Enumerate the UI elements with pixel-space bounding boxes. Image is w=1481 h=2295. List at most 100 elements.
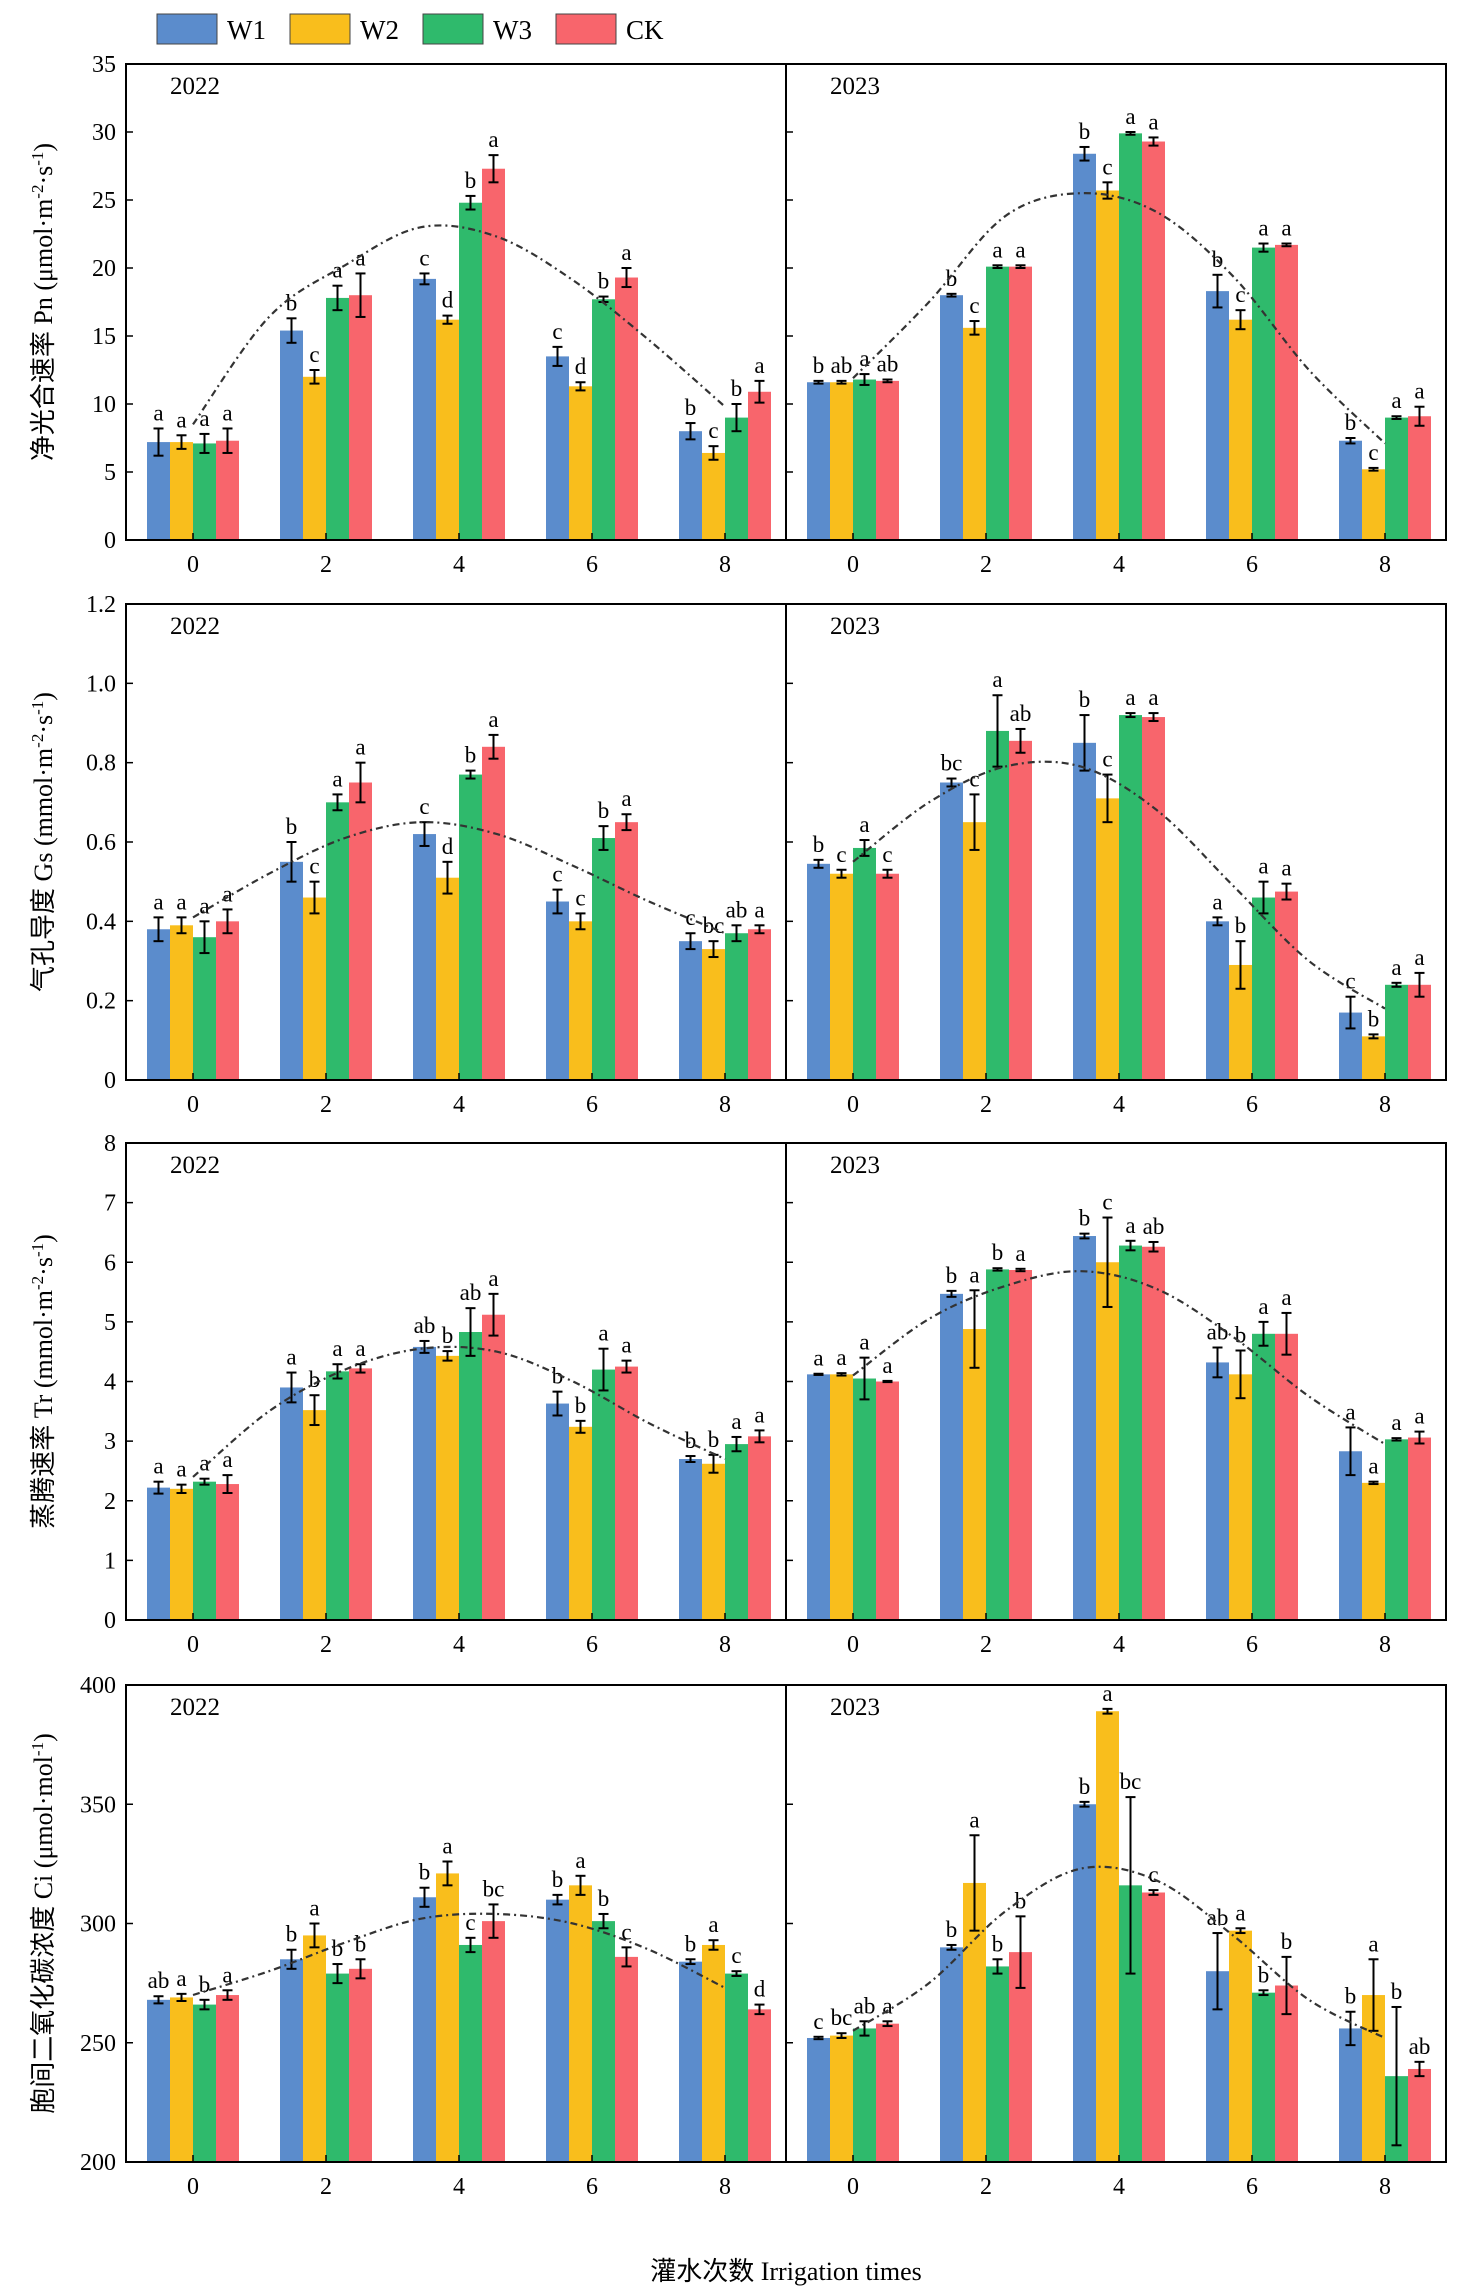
bar-ck [1275,244,1298,540]
bar-w1 [1206,291,1229,540]
bar-w2 [963,1329,986,1620]
bar-ck [349,1368,372,1620]
significance-letter: c [1368,440,1378,465]
significance-letter: a [442,1833,452,1858]
bar-w1 [940,1293,963,1620]
significance-letter: b [1281,1929,1293,1954]
bar-w3 [1119,133,1142,541]
bar-w2 [1362,1995,1385,2162]
significance-letter: a [1015,1241,1025,1266]
significance-letter: ab [877,352,899,377]
bar-w1 [546,1403,569,1620]
bar-w3 [1119,1885,1142,2162]
y-tick-label: 1 [104,1548,116,1574]
significance-letter: a [1148,109,1158,134]
significance-letter: a [1414,945,1424,970]
significance-letter: a [222,1962,232,1987]
y-tick-label: 20 [92,256,116,282]
x-tick-label: 4 [453,2174,465,2200]
bar-w2 [569,386,592,540]
significance-letter: b [1079,1206,1091,1231]
significance-letter: a [1368,1931,1378,1956]
bar-w3 [1119,715,1142,1080]
x-tick-label: 6 [586,1632,598,1658]
legend-swatch-w1 [156,13,218,45]
panel-frame [785,1142,1447,1621]
significance-letter: a [882,1353,892,1378]
x-tick-label: 8 [1379,1632,1391,1658]
significance-letter: a [222,1447,232,1472]
significance-letter: b [685,395,697,420]
x-tick-label: 8 [719,2174,731,2200]
bar-w3 [193,443,216,540]
x-axis-label: 灌水次数 Irrigation times [650,2257,922,2286]
significance-letter: a [1212,889,1222,914]
y-tick-label: 3 [104,1429,116,1455]
trend-curve [192,821,726,935]
significance-letter: b [685,1428,697,1453]
bar-ck [1408,984,1431,1080]
bar-w3 [592,1369,615,1620]
significance-letter: b [1235,913,1247,938]
bar-w3 [1385,1439,1408,1620]
significance-letter: c [465,1910,475,1935]
significance-letter: bc [1120,1769,1142,1794]
bar-w1 [1206,921,1229,1080]
x-tick-label: 6 [586,1092,598,1118]
significance-letter: b [708,1427,720,1452]
significance-letter: ab [854,1993,876,2018]
significance-letter: b [465,743,477,768]
y-axis-label: 净光合速率 Pn (μmol·m-2·s-1) [28,143,59,461]
bar-ck [876,2023,899,2162]
significance-letter: c [969,766,979,791]
bar-w1 [280,330,303,540]
chart-row-2: 气孔导度 Gs (mmol·m-2·s-1) 0 0.2 0.4 0.6 0.8 1.0 1.… [28,592,1447,1118]
bar-ck [615,277,638,540]
x-tick-label: 2 [320,2174,332,2200]
legend-swatch-ck [555,13,617,45]
x-tick-label: 8 [1379,552,1391,578]
significance-letter: a [754,1402,764,1427]
bar-w3 [853,2028,876,2162]
significance-letter: b [286,814,298,839]
significance-letter: a [1281,856,1291,881]
bar-ck [349,295,372,540]
significance-letter: ab [1143,1214,1165,1239]
bar-w3 [592,1921,615,2162]
significance-letter: a [731,1409,741,1434]
significance-letter: a [992,237,1002,262]
x-tick-label: 6 [1246,552,1258,578]
significance-letter: a [222,400,232,425]
y-tick-label: 8 [104,1131,116,1157]
bar-w2 [1096,1711,1119,2162]
significance-letter: a [1258,216,1268,241]
x-tick-label: 8 [719,1632,731,1658]
significance-letter: a [598,1321,608,1346]
trend-curve [192,224,726,426]
bar-ck [482,1921,505,2162]
bar-ck [1142,717,1165,1080]
legend-swatch-w3 [422,13,484,45]
x-tick-label: 2 [980,2174,992,2200]
y-tick-label: 250 [80,2031,116,2057]
y-tick-label: 0.8 [86,751,116,777]
bar-w3 [459,774,482,1080]
significance-letter: c [419,245,429,270]
significance-letter: a [1015,237,1025,262]
significance-letter: b [685,1931,697,1956]
significance-letter: a [859,1330,869,1355]
bar-w3 [986,1269,1009,1620]
significance-letter: a [836,1345,846,1370]
x-tick-label: 6 [1246,2174,1258,2200]
bar-w2 [830,873,853,1080]
bar-w2 [1362,469,1385,540]
bar-w2 [170,1488,193,1620]
bar-w2 [963,327,986,540]
bar-ck [615,1366,638,1620]
bar-ck [1275,1985,1298,2162]
